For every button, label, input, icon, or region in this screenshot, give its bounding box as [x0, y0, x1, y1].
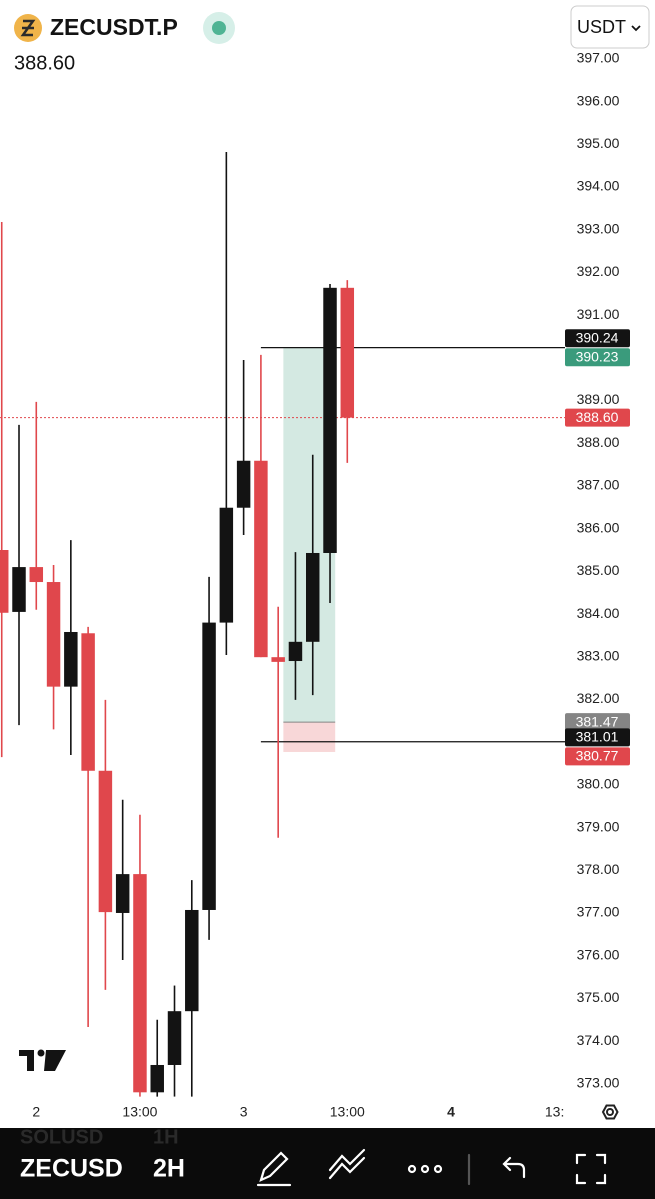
price-tag	[565, 408, 630, 427]
candle-body	[167, 1011, 182, 1065]
price-tag	[565, 747, 630, 766]
y-tick-label: 374.00	[577, 1032, 620, 1048]
candle-body	[271, 657, 285, 662]
price-tag-label: 390.23	[576, 349, 619, 365]
y-tick-label: 388.00	[577, 434, 620, 450]
y-tick-label: 379.00	[577, 818, 620, 834]
candle-body	[133, 874, 147, 1093]
y-tick-label: 392.00	[577, 263, 620, 279]
x-tick-label: 13:	[545, 1104, 564, 1120]
candle-body	[323, 287, 337, 553]
indicators-icon[interactable]	[328, 1148, 366, 1180]
time-axis: 2 13:00 3 13:00 4 13:	[32, 1104, 564, 1120]
candle-body	[185, 909, 199, 1012]
x-tick-label: 2	[32, 1104, 40, 1120]
y-tick-label: 396.00	[577, 92, 620, 108]
y-tick-label: 395.00	[577, 135, 620, 151]
y-tick-label: 375.00	[577, 989, 620, 1005]
price-tag	[565, 713, 630, 732]
y-tick-label: 376.00	[577, 946, 620, 962]
currency-dropdown[interactable]	[570, 5, 650, 49]
draw-icon[interactable]	[256, 1151, 292, 1187]
candle-body	[202, 622, 216, 910]
plot-area	[0, 152, 565, 1097]
y-tick-label: 397.00	[577, 50, 620, 66]
price-axis: 373.00 374.00 375.00 376.00 377.00 378.00 379.…	[577, 50, 620, 1091]
tv-logo	[19, 1049, 66, 1071]
header: ZECUSDT.P 388.60 USDT	[14, 5, 650, 74]
candle-body	[29, 567, 44, 583]
x-tick-label: 3	[240, 1104, 248, 1120]
price-tag	[565, 348, 630, 367]
y-tick-label: 387.00	[577, 477, 620, 493]
x-tick-label: 13:00	[122, 1104, 157, 1120]
y-tick-label: 384.00	[577, 605, 620, 621]
price-tag	[565, 329, 630, 348]
candle-body	[12, 567, 26, 612]
symbol[interactable]: ZECUSDT.P	[50, 14, 178, 40]
candle-body	[305, 552, 320, 642]
candle-body	[98, 770, 113, 913]
candle-body	[64, 631, 78, 687]
candle-body	[81, 633, 95, 771]
y-tick-label: 394.00	[577, 178, 620, 194]
price-tag	[565, 728, 630, 747]
candle-body	[150, 1064, 164, 1093]
candle-body	[236, 460, 251, 508]
undo-icon[interactable]	[502, 1156, 526, 1179]
ghost-symbol: SOLUSD	[20, 1126, 103, 1148]
price-tag-label: 381.47	[576, 713, 619, 729]
ghost-interval: 1H	[153, 1126, 179, 1148]
price-tag-label: 388.60	[576, 409, 619, 425]
candle-body	[219, 507, 234, 623]
candle-body	[254, 460, 268, 658]
toolbar-interval[interactable]: 2H	[153, 1155, 185, 1183]
price-tag-label: 380.77	[576, 748, 619, 764]
candle-body	[340, 287, 355, 418]
candle-body	[288, 641, 303, 662]
y-tick-label: 386.00	[577, 519, 620, 535]
last-price: 388.60	[14, 52, 75, 74]
price-tag-label: 390.24	[576, 330, 619, 346]
candle-body	[115, 874, 130, 913]
y-tick-label: 377.00	[577, 904, 620, 920]
toolbar-symbol[interactable]: ZECUSD	[20, 1155, 123, 1183]
more-icon[interactable]	[407, 1164, 443, 1174]
fullscreen-icon[interactable]	[575, 1153, 607, 1185]
candle-body	[46, 582, 61, 687]
y-tick-label: 373.00	[577, 1074, 620, 1090]
toolbar: SOLUSD 1H ZECUSD 2H	[0, 1126, 655, 1199]
y-tick-label: 380.00	[577, 776, 620, 792]
y-tick-label: 393.00	[577, 220, 620, 236]
y-tick-label: 391.00	[577, 306, 620, 322]
price-tag-label: 381.01	[576, 729, 619, 745]
y-tick-label: 383.00	[577, 647, 620, 663]
x-tick-label: 13:00	[330, 1104, 365, 1120]
stop-zone	[283, 722, 336, 752]
settings-icon[interactable]	[601, 1104, 619, 1120]
y-tick-label: 389.00	[577, 391, 620, 407]
candle-body	[0, 550, 9, 613]
y-tick-label: 378.00	[577, 861, 620, 877]
y-tick-label: 382.00	[577, 690, 620, 706]
y-tick-label: 385.00	[577, 562, 620, 578]
currency[interactable]: USDT	[577, 17, 626, 37]
x-tick-label: 4	[447, 1104, 455, 1120]
